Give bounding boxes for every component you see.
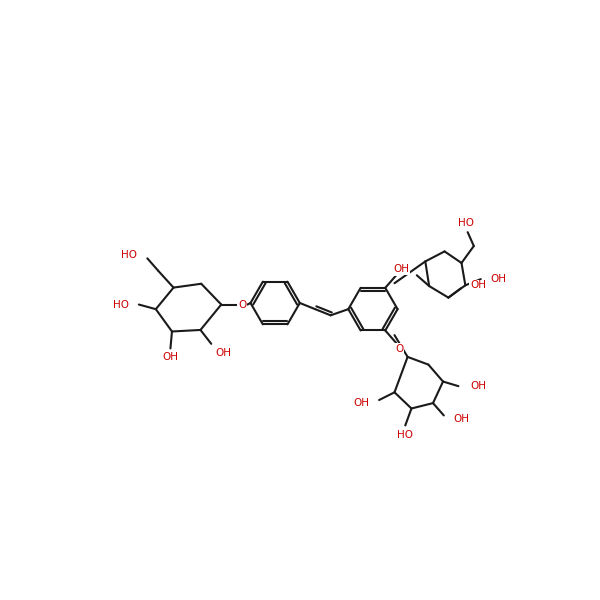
Text: OH: OH (490, 274, 506, 284)
Text: O: O (395, 344, 403, 354)
Text: OH: OH (216, 348, 232, 358)
Text: OH: OH (393, 264, 409, 274)
Text: O: O (238, 299, 246, 310)
Text: HO: HO (458, 218, 474, 228)
Text: OH: OH (470, 280, 486, 290)
Text: HO: HO (121, 250, 137, 260)
Text: OH: OH (163, 352, 178, 362)
Text: HO: HO (397, 430, 413, 440)
Text: OH: OH (471, 381, 487, 391)
Text: OH: OH (354, 398, 370, 408)
Text: HO: HO (113, 299, 129, 310)
Text: O: O (394, 265, 402, 275)
Text: OH: OH (453, 413, 469, 424)
